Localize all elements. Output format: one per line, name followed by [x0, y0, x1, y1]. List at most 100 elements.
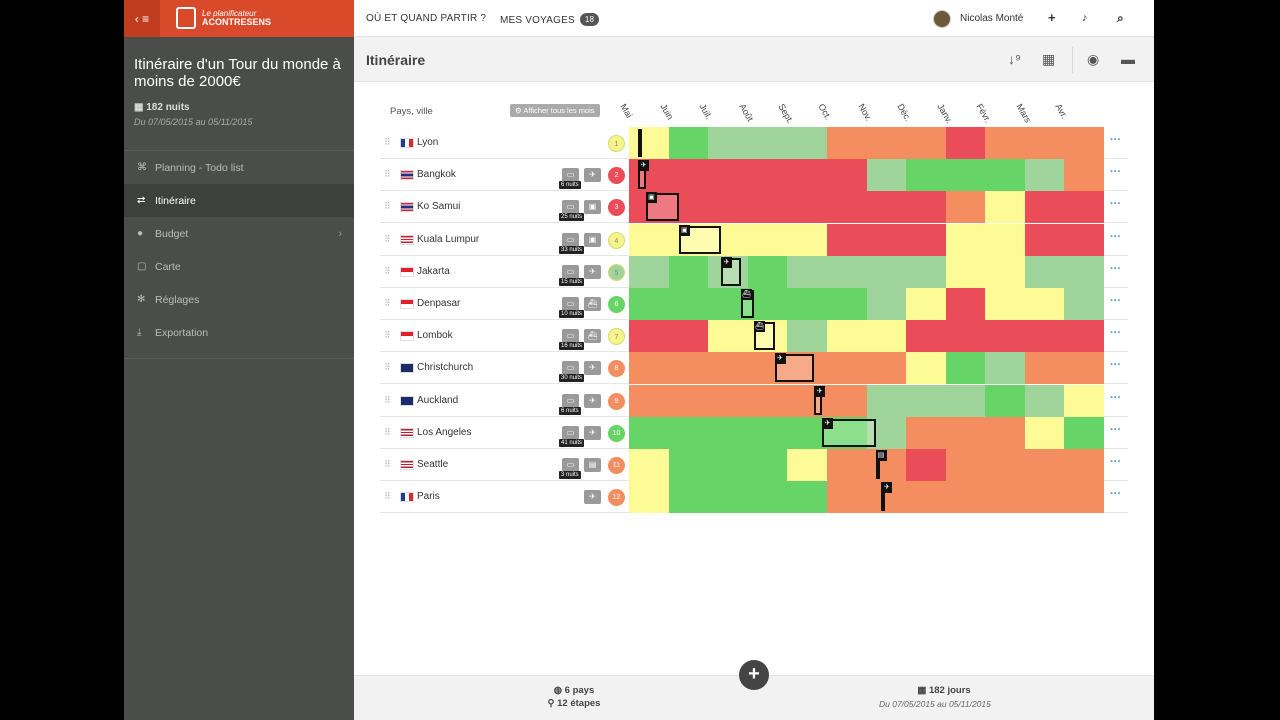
- more-options-icon[interactable]: ···: [1110, 262, 1121, 275]
- bed-icon[interactable]: ▭: [562, 232, 579, 247]
- city-name: Jakarta: [417, 265, 450, 277]
- itinerary-row[interactable]: ⠿ Lombok ▭ ⛴ 16 nuits 7 ··· ⛴: [380, 320, 1128, 353]
- sidebar-item[interactable]: ✻ Réglages: [124, 283, 354, 316]
- plane-icon[interactable]: ✈: [584, 393, 601, 408]
- itinerary-row[interactable]: ⠿ Lyon 1 ···: [380, 127, 1128, 159]
- drag-handle-icon[interactable]: ⠿: [384, 362, 391, 373]
- download-icon: ⤓: [137, 327, 142, 338]
- itinerary-row[interactable]: ⠿ Ko Samui ▭ ▣ 25 nuits 3 ··· ▣: [380, 191, 1128, 224]
- more-options-icon[interactable]: ···: [1110, 391, 1121, 404]
- more-options-icon[interactable]: ···: [1110, 198, 1121, 211]
- ferry-icon[interactable]: ⛴: [584, 329, 601, 344]
- itinerary-row[interactable]: ⠿ Kuala Lumpur ▭ ▣ 33 nuits 4 ··· ▣: [380, 223, 1128, 256]
- my-trips-link[interactable]: MES VOYAGES 18: [500, 13, 600, 26]
- more-options-icon[interactable]: ···: [1110, 166, 1121, 179]
- itinerary-row[interactable]: ⠿ Christchurch ▭ ✈ 30 nuits 8 ··· ✈: [380, 352, 1128, 385]
- bus-icon[interactable]: ▣: [584, 200, 601, 215]
- plane-icon[interactable]: ✈: [584, 490, 601, 505]
- climate-cell: [1024, 320, 1065, 353]
- bed-icon[interactable]: ▭: [562, 361, 579, 376]
- drag-handle-icon[interactable]: ⠿: [384, 298, 391, 308]
- drag-handle-icon[interactable]: ⠿: [384, 459, 391, 469]
- app-window: ‹ ≡ Le planificateur ACONTRESENS Itinéra…: [124, 0, 1154, 720]
- itinerary-gantt: Pays, ville ⚙ Afficher tous les mois Mai…: [354, 82, 1154, 675]
- drag-handle-icon[interactable]: ⠿: [384, 394, 391, 405]
- climate-cell: [866, 223, 907, 256]
- city-name: Lyon: [417, 137, 439, 148]
- more-options-icon[interactable]: ···: [1110, 456, 1121, 468]
- drag-handle-icon[interactable]: ⠿: [384, 233, 391, 244]
- more-options-icon[interactable]: ···: [1110, 295, 1121, 307]
- plane-icon[interactable]: ✈: [584, 361, 601, 376]
- more-options-icon[interactable]: ···: [1110, 134, 1121, 146]
- sidebar-item[interactable]: ⇄ Itinéraire: [124, 184, 354, 217]
- avatar[interactable]: [933, 10, 951, 28]
- bed-icon[interactable]: ▭: [562, 425, 579, 440]
- itinerary-row[interactable]: ⠿ Bangkok ▭ ✈ 6 nuits 2 ··· ✈: [380, 159, 1128, 192]
- climate-cell: [668, 320, 709, 353]
- month-label: Juil.: [697, 102, 715, 121]
- climate-cell: [826, 223, 867, 256]
- logo[interactable]: Le planificateur ACONTRESENS: [176, 7, 271, 29]
- add-step-button[interactable]: +: [739, 660, 769, 690]
- more-options-icon[interactable]: ···: [1110, 359, 1121, 372]
- bed-icon[interactable]: ▭: [562, 200, 579, 215]
- bed-icon[interactable]: ▭: [562, 297, 579, 311]
- where-when-link[interactable]: OÙ ET QUAND PARTIR ?: [366, 13, 487, 24]
- more-options-icon[interactable]: ···: [1110, 230, 1121, 243]
- truck-icon[interactable]: ▤: [584, 458, 601, 472]
- eye-icon[interactable]: ◉: [1087, 51, 1100, 67]
- climate-cell: [826, 159, 867, 192]
- drag-handle-icon[interactable]: ⠿: [384, 426, 391, 437]
- bed-icon[interactable]: ▭: [562, 329, 579, 344]
- drag-handle-icon[interactable]: ⠿: [384, 330, 391, 341]
- sidebar-item[interactable]: ⌘ Planning - Todo list: [124, 151, 354, 184]
- drag-handle-icon[interactable]: ⠿: [384, 137, 391, 147]
- drag-handle-icon[interactable]: ⠿: [384, 491, 391, 502]
- more-options-icon[interactable]: ···: [1110, 488, 1121, 501]
- itinerary-row[interactable]: ⠿ Denpasar ▭ ⛴ 10 nuits 6 ··· ⛴: [380, 288, 1128, 320]
- plane-icon[interactable]: ✈: [584, 425, 601, 440]
- comment-icon[interactable]: ▬: [1121, 51, 1135, 67]
- sort-icon[interactable]: ↓⁹: [1008, 51, 1021, 67]
- drag-handle-icon[interactable]: ⠿: [384, 169, 391, 180]
- sidebar-item[interactable]: ▢ Carte: [124, 250, 354, 283]
- climate-cell: [747, 288, 788, 320]
- show-all-months-button[interactable]: ⚙ Afficher tous les mois: [510, 104, 600, 117]
- drag-handle-icon[interactable]: ⠿: [384, 201, 391, 212]
- itinerary-row[interactable]: ⠿ Los Angeles ▭ ✈ 41 nuits 10 ··· ✈: [380, 416, 1128, 449]
- menu-toggle-button[interactable]: ‹ ≡: [124, 0, 160, 37]
- plane-icon[interactable]: ✈: [584, 168, 601, 183]
- page-header: Itinéraire ↓⁹ ▦ ◉ ▬: [354, 37, 1154, 82]
- sidebar-item[interactable]: ⤓ Exportation: [124, 316, 354, 349]
- bed-icon[interactable]: ▭: [562, 264, 579, 279]
- ferry-icon[interactable]: ⛴: [584, 297, 601, 311]
- itinerary-row[interactable]: ⠿ Seattle ▭ ▤ 3 nuits 11 ··· ▤: [380, 449, 1128, 481]
- bed-icon[interactable]: ▭: [562, 458, 579, 472]
- sidebar-item[interactable]: ● Budget ›: [124, 217, 354, 250]
- more-options-icon[interactable]: ···: [1110, 423, 1121, 436]
- itinerary-row[interactable]: ⠿ Auckland ▭ ✈ 6 nuits 9 ··· ✈: [380, 384, 1128, 417]
- plane-icon[interactable]: ✈: [584, 264, 601, 279]
- bus-icon[interactable]: ▣: [584, 232, 601, 247]
- calendar-icon[interactable]: ▦: [1042, 51, 1056, 67]
- user-name[interactable]: Nicolas Monté: [960, 13, 1024, 24]
- plus-icon[interactable]: +: [1048, 10, 1056, 25]
- stay-duration-box[interactable]: [638, 129, 642, 157]
- chevron-right-icon[interactable]: ›: [338, 227, 342, 240]
- climate-cell: [1064, 223, 1105, 256]
- itinerary-row[interactable]: ⠿ Jakarta ▭ ✈ 15 nuits 5 ··· ✈: [380, 255, 1128, 288]
- more-options-icon[interactable]: ···: [1110, 327, 1121, 340]
- nights-badge: 3 nuits: [559, 471, 581, 479]
- bell-icon[interactable]: ♪: [1082, 12, 1088, 24]
- bed-icon[interactable]: ▭: [562, 168, 579, 183]
- itinerary-row[interactable]: ⠿ Paris ✈ 12 ··· ✈: [380, 481, 1128, 514]
- bus-icon: ▣: [678, 224, 690, 236]
- bed-icon[interactable]: ▭: [562, 393, 579, 408]
- climate-bar: ⛴: [629, 320, 1105, 353]
- pin-icon: ⚲: [547, 698, 558, 709]
- search-icon[interactable]: ⌕: [1117, 11, 1124, 25]
- climate-cell: [708, 352, 749, 385]
- drag-handle-icon[interactable]: ⠿: [384, 265, 391, 276]
- climate-cell: [866, 384, 907, 417]
